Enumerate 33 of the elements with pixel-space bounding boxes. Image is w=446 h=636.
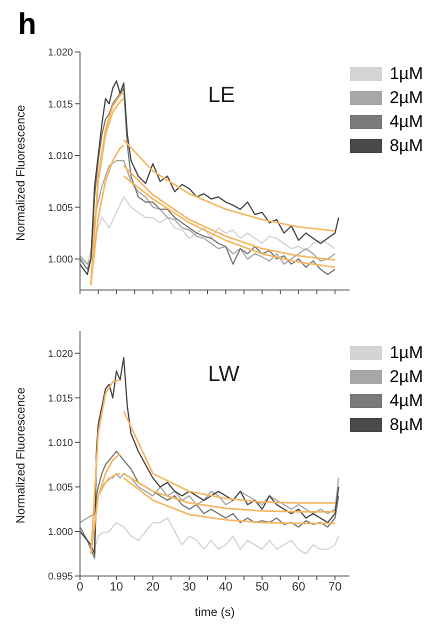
legend-label: 2µM xyxy=(390,366,423,388)
y-tick-label: 1.010 xyxy=(48,438,74,449)
y-tick-label: 1.000 xyxy=(48,527,74,538)
y-tick-label: 1.005 xyxy=(48,202,74,214)
legend-label: 2µM xyxy=(390,87,423,109)
x-tick-label: 60 xyxy=(292,580,306,594)
y-tick-label: 1.010 xyxy=(48,151,74,162)
legend-label: 8µM xyxy=(390,135,423,157)
y-tick-label: 1.015 xyxy=(48,99,74,110)
x-axis-title: time (s) xyxy=(194,605,235,619)
y-tick-label: 0.995 xyxy=(48,572,74,583)
x-tick-label: 50 xyxy=(255,580,270,594)
y-tick-label: 1.020 xyxy=(48,48,74,59)
y-axis-title: Normalized Fluorescence xyxy=(13,387,28,524)
legend-label: 4µM xyxy=(390,390,423,412)
y-tick-label: 1.000 xyxy=(48,254,74,266)
legend-label: 4µM xyxy=(390,111,423,133)
legend-label: 8µM xyxy=(390,414,423,436)
x-tick-label: 10 xyxy=(110,580,124,594)
y-tick-label: 1.015 xyxy=(48,393,74,404)
x-tick-label: 20 xyxy=(146,580,160,594)
x-tick-label: 70 xyxy=(328,580,342,594)
x-tick-label: 0 xyxy=(76,580,84,594)
y-axis-title: Normalized Fluorescence xyxy=(13,104,28,241)
legend-label: 1µM xyxy=(390,63,423,85)
annotation: LW xyxy=(208,361,240,387)
y-tick-label: 1.020 xyxy=(48,348,74,360)
y-tick-label: 1.005 xyxy=(48,482,74,494)
x-tick-label: 30 xyxy=(182,580,196,594)
chart-title: h xyxy=(18,8,38,42)
annotation: LE xyxy=(208,82,235,108)
x-tick-label: 40 xyxy=(219,580,233,594)
legend-label: 1µM xyxy=(390,342,423,364)
